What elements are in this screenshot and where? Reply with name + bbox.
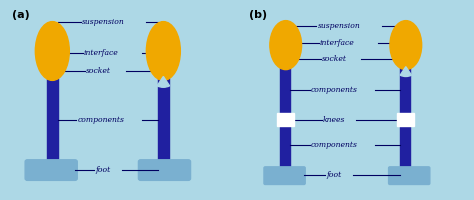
Bar: [280, 67, 290, 114]
Text: socket: socket: [86, 67, 111, 75]
FancyBboxPatch shape: [138, 160, 191, 180]
Wedge shape: [157, 76, 170, 87]
Bar: [158, 78, 169, 163]
Bar: [397, 113, 414, 126]
Text: interface: interface: [84, 49, 119, 57]
Text: socket: socket: [322, 55, 347, 63]
Text: (a): (a): [11, 10, 29, 20]
Ellipse shape: [270, 21, 301, 70]
Text: suspension: suspension: [318, 22, 360, 30]
Bar: [400, 67, 410, 114]
Text: (b): (b): [249, 10, 268, 20]
FancyBboxPatch shape: [264, 167, 305, 184]
Text: interface: interface: [319, 39, 355, 47]
Wedge shape: [400, 67, 411, 76]
Bar: [280, 125, 290, 169]
Text: components: components: [77, 116, 124, 124]
Ellipse shape: [146, 22, 180, 80]
Ellipse shape: [36, 22, 69, 80]
Text: foot: foot: [95, 166, 110, 174]
Bar: [46, 78, 58, 163]
Text: knees: knees: [323, 116, 346, 124]
Text: components: components: [310, 86, 357, 94]
Text: components: components: [310, 141, 357, 149]
Bar: [277, 113, 294, 126]
Ellipse shape: [390, 21, 422, 70]
Text: foot: foot: [327, 171, 342, 179]
FancyBboxPatch shape: [389, 167, 430, 184]
FancyBboxPatch shape: [25, 160, 77, 180]
Text: suspension: suspension: [82, 18, 125, 26]
Bar: [400, 125, 410, 169]
